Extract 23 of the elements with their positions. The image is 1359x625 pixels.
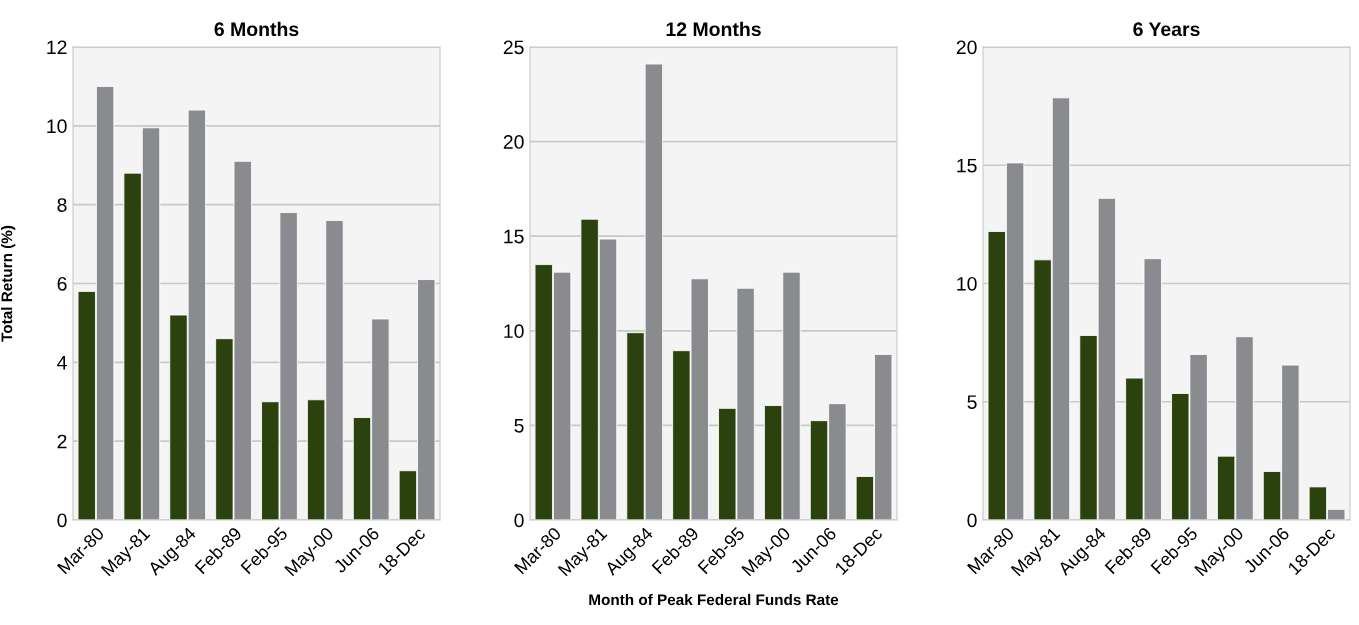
y-tick-label: 4 bbox=[57, 356, 67, 370]
y-tick-label: 0 bbox=[967, 513, 977, 528]
y-tick-label: 5 bbox=[514, 419, 524, 433]
y-tick-label: 10 bbox=[504, 324, 524, 339]
chart-title: 6 Months bbox=[214, 21, 299, 37]
y-tick-label: 15 bbox=[957, 158, 977, 173]
y-tick-label: 20 bbox=[956, 40, 977, 55]
y-tick-label: 2 bbox=[57, 434, 67, 449]
y-tick-label: 0 bbox=[514, 513, 524, 528]
x-axis-title: Month of Peak Federal Funds Rate bbox=[589, 593, 839, 606]
y-tick-label: 10 bbox=[47, 119, 67, 134]
y-tick-label: 15 bbox=[504, 229, 524, 244]
y-tick-label: 20 bbox=[503, 135, 524, 149]
y-tick-label: 25 bbox=[503, 40, 524, 55]
y-tick-label: 5 bbox=[967, 395, 977, 409]
y-axis-title: Total Return (%) bbox=[1, 225, 16, 342]
y-tick-label: 0 bbox=[57, 513, 67, 528]
y-tick-label: 12 bbox=[47, 40, 67, 55]
y-tick-label: 10 bbox=[957, 276, 977, 291]
chart-title: 12 Months bbox=[666, 21, 761, 37]
y-tick-label: 6 bbox=[57, 276, 67, 291]
y-tick-label: 8 bbox=[57, 198, 67, 212]
chart-title: 6 Years bbox=[1133, 22, 1200, 37]
